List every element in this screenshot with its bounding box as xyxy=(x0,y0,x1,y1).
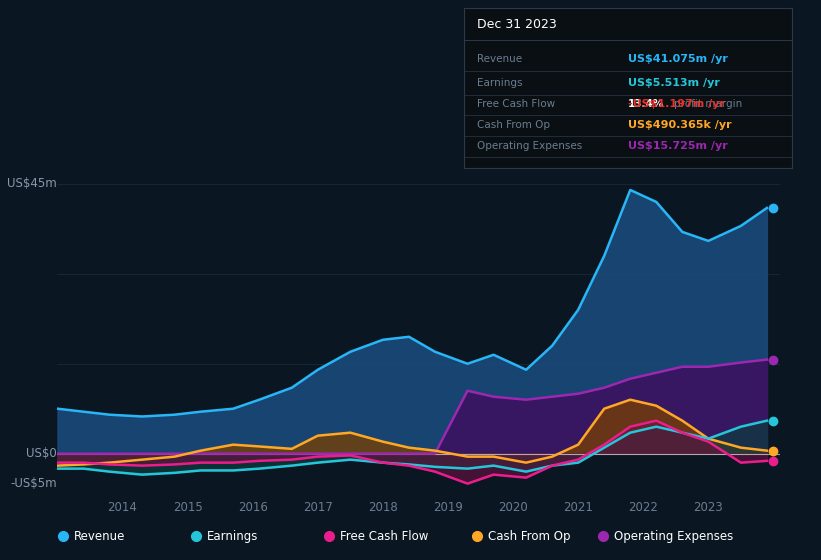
Text: Cash From Op: Cash From Op xyxy=(477,120,550,130)
Text: Cash From Op: Cash From Op xyxy=(488,530,571,543)
Text: Operating Expenses: Operating Expenses xyxy=(613,530,733,543)
Text: US$5.513m /yr: US$5.513m /yr xyxy=(628,78,720,88)
Text: Dec 31 2023: Dec 31 2023 xyxy=(477,18,557,31)
Text: Operating Expenses: Operating Expenses xyxy=(477,141,582,151)
Text: Free Cash Flow: Free Cash Flow xyxy=(341,530,429,543)
Text: US$41.075m /yr: US$41.075m /yr xyxy=(628,54,728,64)
Text: profit margin: profit margin xyxy=(674,99,742,109)
Text: Free Cash Flow: Free Cash Flow xyxy=(477,99,555,109)
Text: 13.4%: 13.4% xyxy=(628,99,664,109)
Text: Earnings: Earnings xyxy=(208,530,259,543)
Text: Revenue: Revenue xyxy=(477,54,522,64)
Text: US$490.365k /yr: US$490.365k /yr xyxy=(628,120,732,130)
Text: US$45m: US$45m xyxy=(7,178,57,190)
Text: -US$5m: -US$5m xyxy=(10,477,57,490)
Text: US$15.725m /yr: US$15.725m /yr xyxy=(628,141,727,151)
Text: -US$1.197m /yr: -US$1.197m /yr xyxy=(628,99,725,109)
Text: US$0: US$0 xyxy=(26,447,57,460)
Text: Revenue: Revenue xyxy=(75,530,126,543)
Text: Earnings: Earnings xyxy=(477,78,522,88)
